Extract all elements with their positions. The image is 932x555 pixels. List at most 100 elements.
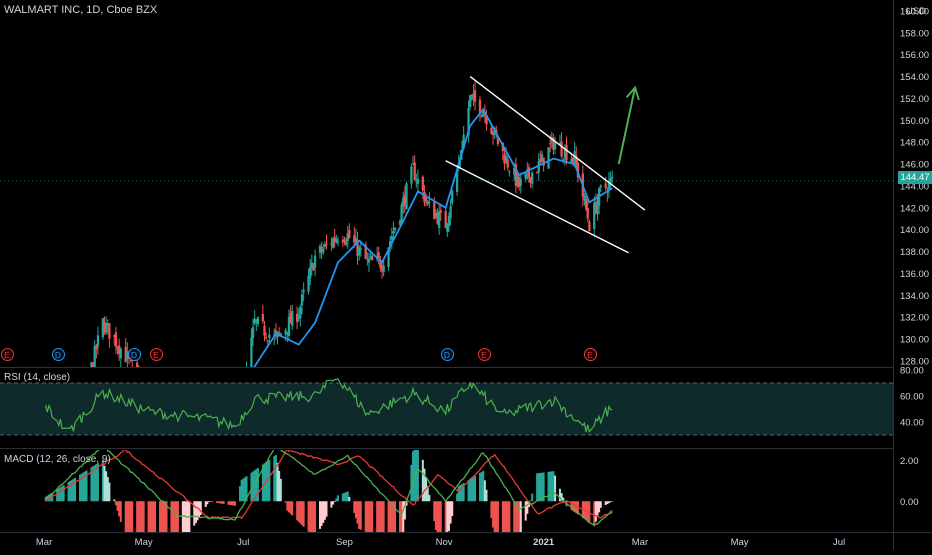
candle-body bbox=[416, 178, 420, 184]
macd-histogram-bar bbox=[108, 482, 111, 502]
macd-histogram-bar bbox=[207, 501, 210, 503]
macd-histogram-bar bbox=[72, 478, 75, 502]
price-tick-label: 146.00 bbox=[900, 160, 929, 171]
macd-signal-line bbox=[45, 450, 613, 520]
candle-body bbox=[508, 171, 511, 173]
macd-histogram-bar bbox=[524, 501, 527, 521]
macd-histogram-bar bbox=[392, 501, 395, 532]
macd-histogram-bar bbox=[330, 501, 333, 508]
candle-body bbox=[491, 132, 495, 136]
candle-body bbox=[309, 267, 312, 279]
price-tick-label: 132.00 bbox=[900, 313, 929, 324]
candle-body bbox=[251, 327, 255, 339]
candle-body bbox=[295, 313, 299, 322]
macd-histogram-bar bbox=[332, 501, 335, 505]
candle-body bbox=[593, 202, 596, 229]
candle-body bbox=[268, 334, 271, 338]
candle-body bbox=[322, 248, 325, 253]
macd-histogram-bar bbox=[433, 501, 436, 522]
macd-histogram-bar bbox=[325, 501, 328, 517]
macd-histogram-bar bbox=[176, 501, 179, 532]
macd-histogram-bar bbox=[588, 501, 591, 523]
time-tick-label: 2021 bbox=[533, 537, 555, 548]
macd-histogram-bar bbox=[44, 496, 47, 502]
candle-body bbox=[411, 163, 415, 165]
candle-body bbox=[415, 180, 418, 182]
macd-histogram-bar bbox=[227, 501, 230, 505]
macd-histogram-bar bbox=[353, 501, 356, 513]
macd-histogram-bar bbox=[150, 501, 153, 532]
macd-histogram-bar bbox=[320, 501, 323, 526]
macd-histogram-bar bbox=[131, 501, 134, 532]
macd-histogram-bar bbox=[403, 501, 406, 520]
candle-body bbox=[586, 208, 589, 219]
candle-body bbox=[263, 325, 266, 336]
candle-body bbox=[287, 317, 291, 336]
macd-histogram-bar bbox=[92, 466, 95, 502]
candle-body bbox=[353, 235, 356, 243]
macd-histogram-bar bbox=[199, 501, 202, 515]
price-tick-label: 154.00 bbox=[900, 72, 929, 83]
macd-histogram-bar bbox=[549, 471, 552, 502]
candle-body bbox=[387, 247, 390, 268]
macd-histogram-bar bbox=[154, 501, 157, 532]
symbol-title: WALMART INC, 1D, Cboe BZX bbox=[4, 4, 158, 16]
macd-histogram-bar bbox=[141, 501, 144, 532]
macd-histogram-bar bbox=[428, 494, 431, 502]
macd-histogram-bar bbox=[611, 501, 614, 503]
price-tick-label: 136.00 bbox=[900, 269, 929, 280]
macd-histogram-bar bbox=[118, 501, 121, 517]
candle-body bbox=[291, 310, 294, 326]
macd-histogram-bar bbox=[593, 501, 596, 527]
macd-histogram-bar bbox=[573, 501, 576, 513]
macd-histogram-bar bbox=[423, 468, 426, 502]
candle-body bbox=[367, 259, 371, 263]
macd-histogram-bar bbox=[172, 501, 175, 532]
macd-histogram-bar bbox=[137, 501, 140, 532]
candle-body bbox=[398, 220, 402, 225]
macd-histogram-bar bbox=[274, 455, 277, 502]
dividend-badge[interactable]: D bbox=[51, 348, 65, 361]
candle-body bbox=[313, 255, 317, 268]
macd-histogram-bar bbox=[299, 501, 302, 524]
candle-body bbox=[413, 162, 416, 181]
earnings-badge[interactable]: E bbox=[149, 348, 163, 361]
macd-histogram-bar bbox=[261, 464, 264, 502]
dividend-badge[interactable]: D bbox=[440, 348, 454, 361]
candle-body bbox=[232, 437, 234, 441]
macd-histogram-bar bbox=[560, 493, 563, 502]
candle-body bbox=[336, 241, 340, 243]
candle-body bbox=[539, 158, 542, 162]
macd-histogram-bar bbox=[268, 459, 271, 502]
macd-histogram-bar bbox=[69, 481, 72, 502]
rsi-line bbox=[45, 377, 613, 433]
candle-body bbox=[403, 194, 407, 206]
macd-histogram-bar bbox=[421, 459, 424, 502]
earnings-badge[interactable]: E bbox=[583, 348, 597, 361]
earnings-badge[interactable]: E bbox=[477, 348, 491, 361]
candle-body bbox=[45, 434, 47, 446]
macd-histogram-bar bbox=[232, 501, 235, 506]
macd-histogram-bar bbox=[359, 501, 362, 530]
macd-histogram-bar bbox=[219, 501, 222, 504]
candle-body bbox=[335, 238, 338, 243]
macd-histogram-bar bbox=[124, 501, 127, 532]
candle-body bbox=[297, 316, 300, 319]
candle-body bbox=[389, 240, 392, 247]
macd-histogram-bar bbox=[297, 501, 300, 522]
earnings-badge[interactable]: E bbox=[0, 348, 14, 361]
macd-histogram-bar bbox=[493, 501, 496, 532]
time-tick-label: Mar bbox=[632, 537, 648, 548]
time-tick-label: Jul bbox=[833, 537, 845, 548]
candle-body bbox=[343, 239, 346, 243]
candle-body bbox=[467, 108, 470, 136]
candle-body bbox=[447, 215, 451, 226]
dividend-badge[interactable]: D bbox=[127, 348, 141, 361]
macd-histogram-bar bbox=[336, 495, 339, 502]
candle-body bbox=[135, 362, 139, 367]
macd-histogram-bar bbox=[85, 470, 88, 502]
candle-body bbox=[438, 211, 441, 228]
candle-body bbox=[517, 176, 521, 187]
